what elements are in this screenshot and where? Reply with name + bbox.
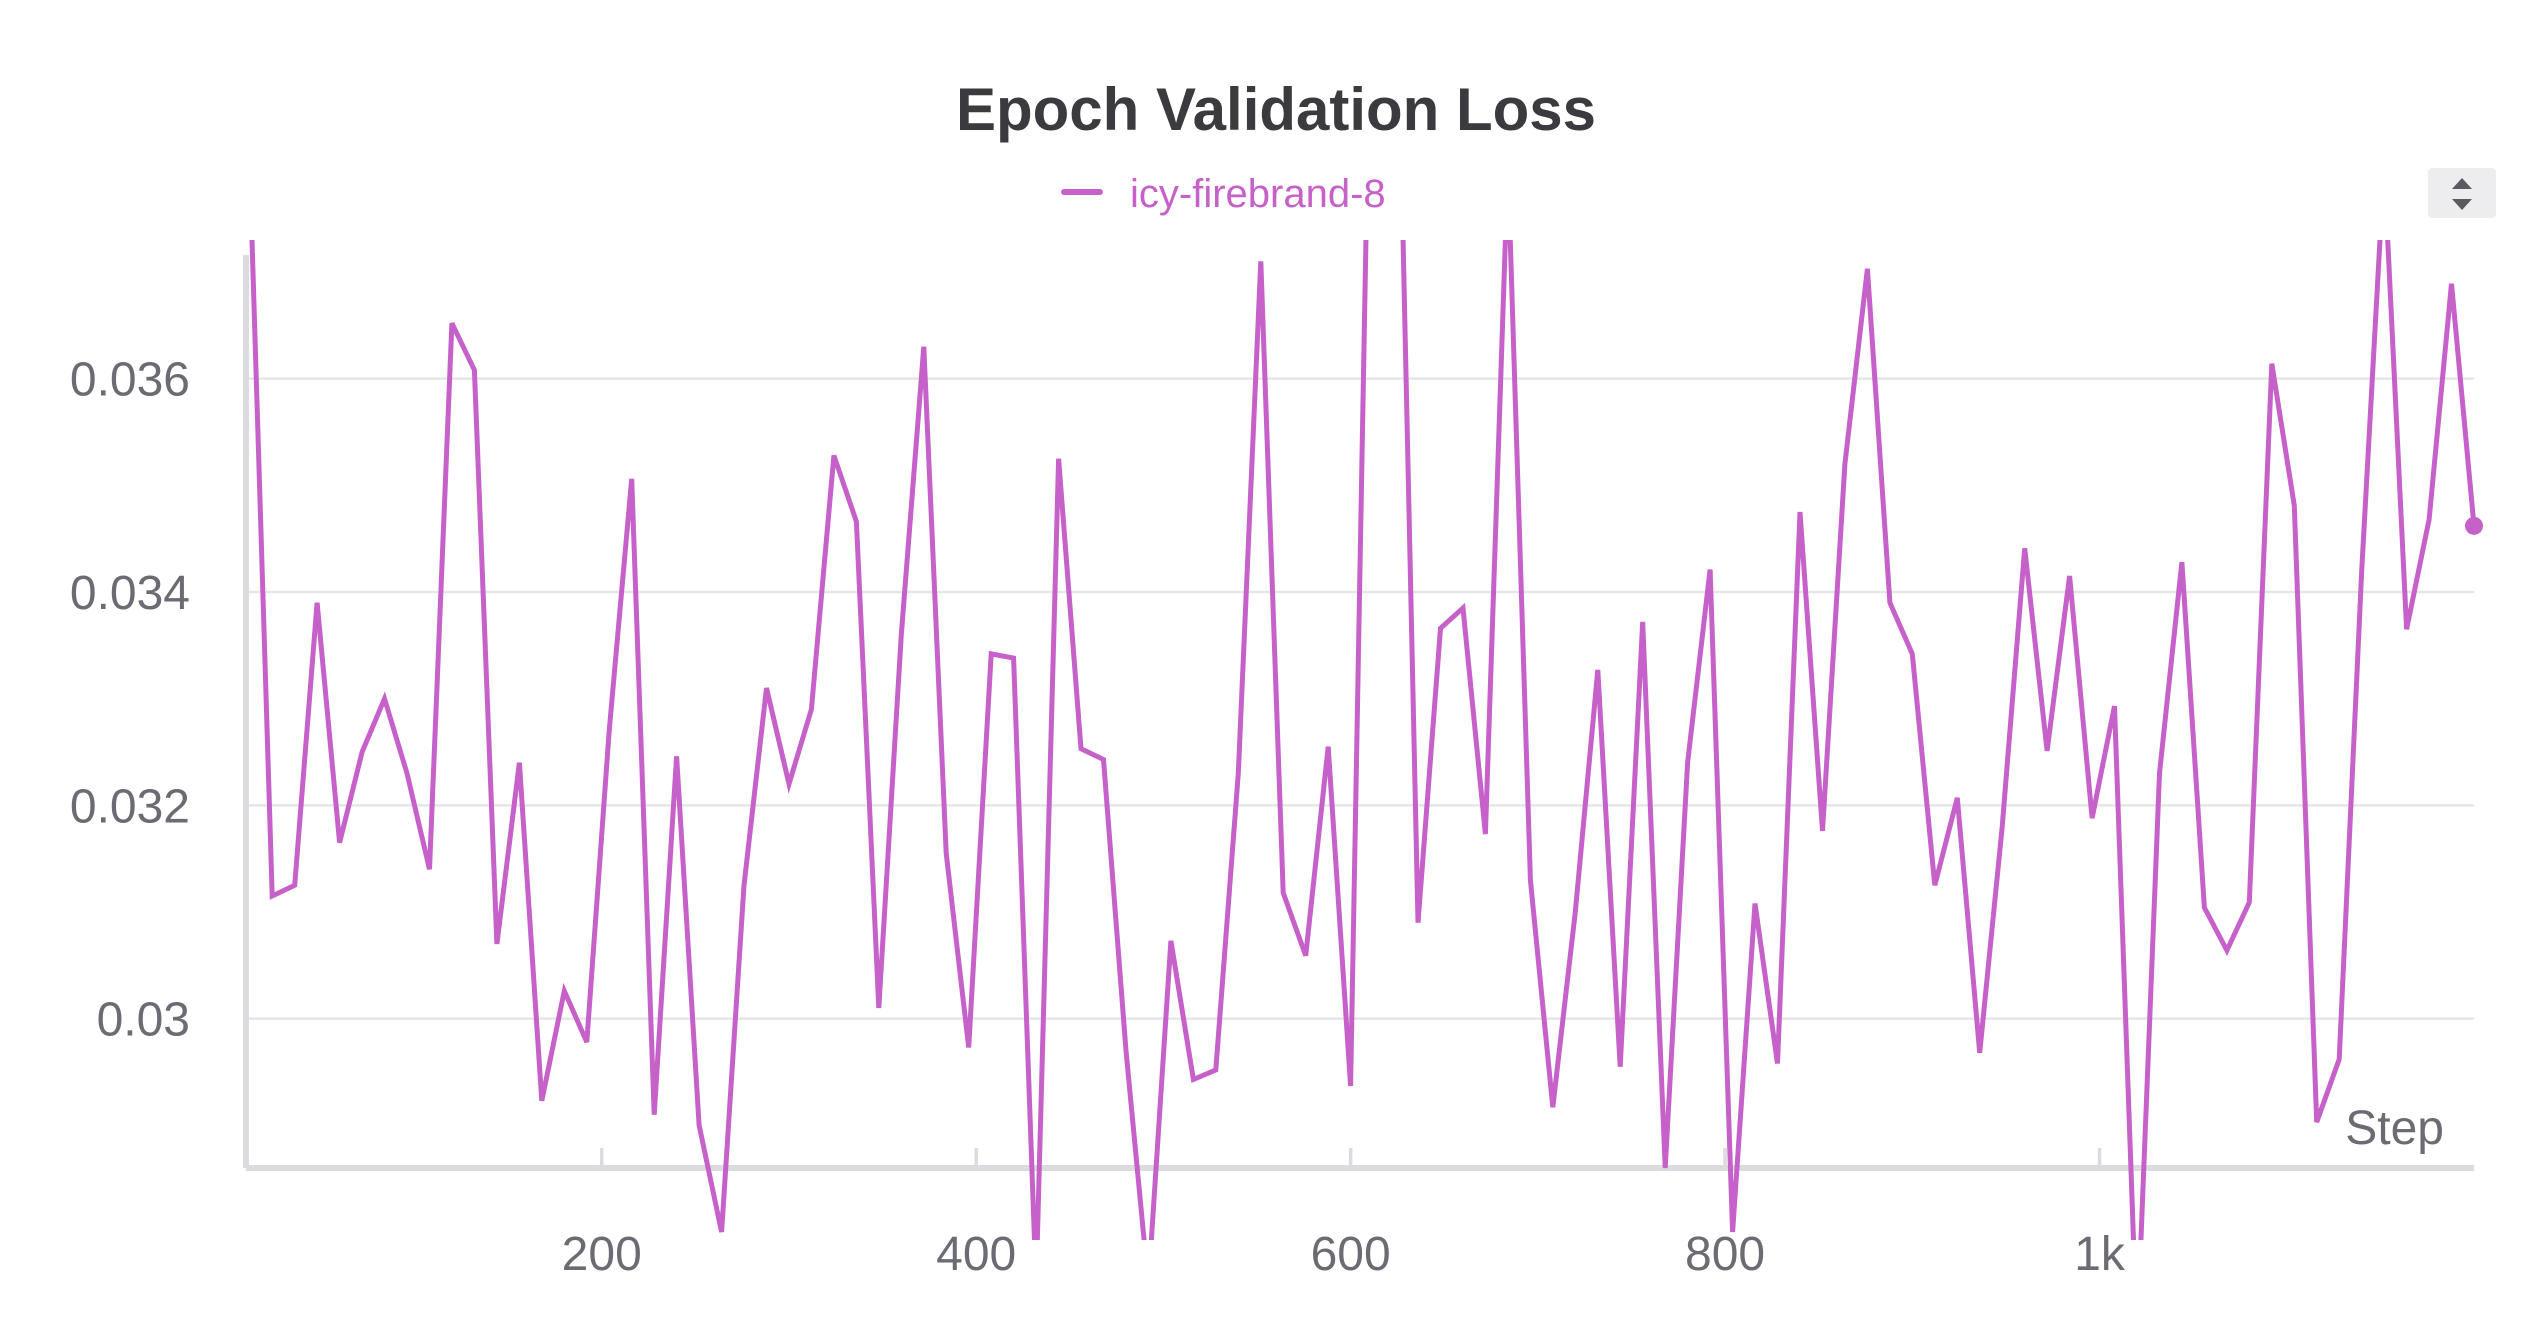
legend: icy-firebrand-8 [1061, 172, 1386, 216]
y-tick-label: 0.036 [70, 354, 190, 407]
x-tick-label: 1k [2074, 1228, 2126, 1281]
legend-scroll-button[interactable] [2428, 168, 2496, 218]
last-point-marker [2465, 516, 2483, 535]
chart-title: Epoch Validation Loss [956, 76, 1596, 143]
y-tick-label: 0.03 [97, 994, 190, 1047]
x-axis-label: Step [2345, 1102, 2444, 1155]
updown-arrows-icon [2452, 178, 2472, 210]
x-tick-label: 200 [562, 1228, 642, 1281]
x-tick-label: 600 [1311, 1228, 1391, 1281]
x-tick-label: 800 [1685, 1228, 1765, 1281]
legend-label: icy-firebrand-8 [1130, 172, 1386, 216]
series-line [249, 240, 2477, 1240]
x-tick-label: 400 [936, 1228, 1016, 1281]
y-tick-label: 0.034 [70, 567, 190, 620]
y-tick-label: 0.032 [70, 780, 190, 833]
marker-layer [2465, 516, 2483, 535]
axes: 0.03 0.032 0.034 0.036 200 400 600 800 1k [70, 255, 2474, 1281]
series-layer [249, 240, 2477, 1240]
